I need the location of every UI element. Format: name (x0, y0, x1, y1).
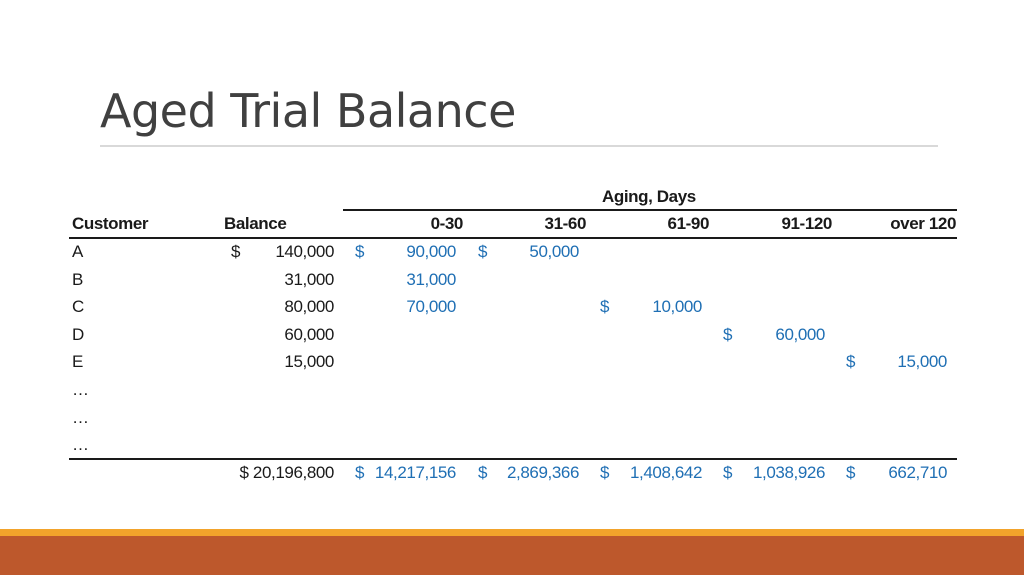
row-balance: 80,000 (284, 297, 334, 316)
row-customer: A (72, 242, 83, 261)
total-cell-value: 1,408,642 (629, 463, 702, 482)
title-divider (100, 145, 938, 147)
column-header-0-30: 0-30 (430, 214, 464, 233)
aging-cell-currency: $ (723, 325, 733, 344)
aging-cell-value: 50,000 (529, 242, 579, 261)
column-header-customer: Customer (72, 214, 149, 233)
row-balance: 60,000 (284, 325, 334, 344)
aging-cell-value: 15,000 (897, 352, 947, 371)
row-customer: E (72, 352, 83, 371)
aging-days-header: Aging, Days (602, 187, 696, 206)
total-cell-value: 2,869,366 (506, 463, 579, 482)
row-customer: B (72, 270, 83, 289)
page-title: Aged Trial Balance (100, 84, 516, 138)
row-customer: … (72, 408, 89, 427)
aging-cell-value: 10,000 (652, 297, 702, 316)
row-balance-currency: $ (231, 242, 241, 261)
header-bottom-rule (69, 237, 957, 239)
aging-cell-currency: $ (846, 352, 856, 371)
total-balance: $ 20,196,800 (239, 463, 335, 482)
aging-cell-value: 31,000 (406, 270, 456, 289)
totals-top-rule (69, 458, 957, 460)
aging-cell-value: 60,000 (775, 325, 825, 344)
total-cell-currency: $ (600, 463, 610, 482)
aging-cell-value: 90,000 (406, 242, 456, 261)
total-cell-currency: $ (723, 463, 733, 482)
total-cell-currency: $ (478, 463, 488, 482)
aging-cell-value: 70,000 (406, 297, 456, 316)
row-customer: C (72, 297, 84, 316)
column-header-91-120: 91-120 (781, 214, 832, 233)
aging-cell-currency: $ (600, 297, 610, 316)
aging-cell-currency: $ (478, 242, 488, 261)
row-balance: 140,000 (275, 242, 334, 261)
footer-accent-stripe (0, 529, 1024, 536)
aging-cell-currency: $ (355, 242, 365, 261)
column-header-61-90: 61-90 (667, 214, 710, 233)
row-customer: … (72, 435, 89, 454)
row-balance: 15,000 (284, 352, 334, 371)
column-header-balance: Balance (224, 214, 287, 233)
footer-bar (0, 536, 1024, 575)
column-header-over-120: over 120 (890, 214, 956, 233)
row-customer: D (72, 325, 84, 344)
row-customer: … (72, 380, 89, 399)
column-header-31-60: 31-60 (544, 214, 587, 233)
aging-header-rule (343, 209, 957, 211)
total-cell-currency: $ (355, 463, 365, 482)
total-cell-value: 662,710 (888, 463, 947, 482)
total-cell-value: 1,038,926 (752, 463, 825, 482)
total-cell-value: 14,217,156 (374, 463, 456, 482)
total-cell-currency: $ (846, 463, 856, 482)
row-balance: 31,000 (284, 270, 334, 289)
